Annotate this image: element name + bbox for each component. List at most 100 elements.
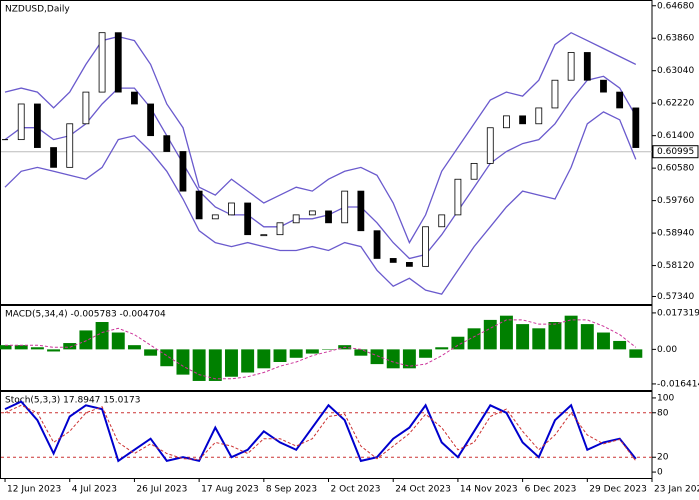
candle xyxy=(276,222,284,236)
histogram-bar xyxy=(30,347,44,350)
candle xyxy=(454,178,462,216)
y-tick-label: 100 xyxy=(657,393,674,403)
x-tick-label: 26 Jul 2023 xyxy=(136,485,187,495)
histogram-bar xyxy=(289,349,303,358)
x-tick-label: 29 Dec 2023 xyxy=(589,485,647,495)
candle xyxy=(389,258,397,263)
histogram-bar xyxy=(402,349,416,369)
histogram-bar xyxy=(225,349,238,377)
histogram-bar xyxy=(467,328,481,350)
candle xyxy=(405,262,413,267)
y-tick-label: 0 xyxy=(657,468,663,478)
y-tick-label: 0.57340 xyxy=(657,292,694,302)
candle xyxy=(114,32,122,93)
histogram-bar xyxy=(79,330,93,350)
candle xyxy=(470,162,478,180)
candle xyxy=(551,79,559,109)
candle xyxy=(82,91,90,125)
histogram-bar xyxy=(160,349,174,367)
histogram-bar xyxy=(629,349,643,358)
histogram-bar xyxy=(532,328,546,350)
histogram-bar xyxy=(597,332,610,350)
histogram-bar xyxy=(176,349,190,375)
last-price-label: 0.60995 xyxy=(657,147,694,157)
histogram-bar xyxy=(144,349,158,356)
candle xyxy=(325,210,332,224)
series-line xyxy=(4,75,637,260)
candle xyxy=(50,147,57,168)
x-tick-label: 4 Jul 2023 xyxy=(72,485,117,495)
histogram-bar xyxy=(95,322,109,350)
y-tick-label: 0.61400 xyxy=(657,131,694,141)
panel-title: NZDUSD,Daily xyxy=(5,5,70,15)
histogram-bar xyxy=(516,324,530,350)
candle xyxy=(228,202,235,216)
panel-frame xyxy=(0,0,653,305)
candle xyxy=(503,115,510,129)
candle xyxy=(292,214,300,224)
y-tick-label: 0.58120 xyxy=(657,261,694,271)
x-tick-label: 8 Sep 2023 xyxy=(266,485,317,495)
histogram-bar xyxy=(370,349,384,365)
histogram-bar xyxy=(322,349,335,350)
series-line xyxy=(4,404,637,462)
candle xyxy=(600,79,607,93)
y-tick-label: 0.63860 xyxy=(657,34,694,44)
y-tick-label: 80 xyxy=(657,408,669,418)
histogram-bar xyxy=(257,349,271,369)
histogram-bar xyxy=(47,349,61,352)
candle xyxy=(519,115,527,125)
panel-title: Stoch(5,3,3) 17.8947 15.0173 xyxy=(5,396,140,406)
histogram-bar xyxy=(111,332,125,350)
y-tick-label: 0.59760 xyxy=(657,196,694,206)
x-tick-label: 17 Aug 2023 xyxy=(201,485,259,495)
histogram-bar xyxy=(386,349,400,369)
candle xyxy=(486,127,494,164)
candle xyxy=(422,226,429,267)
candle xyxy=(260,234,268,237)
y-tick-label: -0.016414 xyxy=(657,379,699,389)
series-line xyxy=(4,31,637,245)
histogram-bar xyxy=(273,349,287,362)
y-tick-label: 0.60580 xyxy=(657,164,694,174)
last-price-box xyxy=(652,145,699,159)
histogram-bar xyxy=(241,349,255,373)
candle xyxy=(567,52,575,81)
candle xyxy=(632,107,640,148)
candle xyxy=(373,230,381,259)
candle xyxy=(308,210,316,216)
candle xyxy=(17,103,25,141)
histogram-bar xyxy=(127,345,141,350)
x-tick-label: 14 Nov 2023 xyxy=(460,485,518,495)
candle xyxy=(244,202,252,236)
candle xyxy=(179,151,187,192)
histogram-bar xyxy=(435,347,449,350)
x-tick-label: 6 Dec 2023 xyxy=(525,485,577,495)
x-tick-label: 23 Jan 2024 xyxy=(654,485,699,495)
x-tick-label: 12 Jun 2023 xyxy=(7,485,61,495)
histogram-bar xyxy=(564,315,578,350)
x-tick-label: 24 Oct 2023 xyxy=(395,485,451,495)
candle xyxy=(147,103,155,137)
candle xyxy=(341,190,349,224)
y-tick-label: 0.62220 xyxy=(657,99,694,109)
histogram-bar xyxy=(580,324,594,350)
histogram-bar xyxy=(483,319,497,350)
series-line xyxy=(4,400,637,463)
histogram-bar xyxy=(63,343,77,350)
histogram-bar xyxy=(0,345,12,350)
y-tick-label: 0.017319 xyxy=(657,308,699,318)
panel-title: MACD(5,34,4) -0.005783 -0.004704 xyxy=(5,310,166,320)
y-tick-label: 0.64680 xyxy=(657,1,694,11)
candle xyxy=(195,190,203,220)
candle xyxy=(131,91,138,105)
candle xyxy=(98,32,106,93)
y-tick-label: 0.00 xyxy=(657,345,677,355)
candle xyxy=(163,135,171,152)
histogram-bar xyxy=(613,340,627,350)
candle xyxy=(211,214,219,220)
candle xyxy=(583,52,591,81)
y-tick-label: 0.63040 xyxy=(657,66,694,76)
